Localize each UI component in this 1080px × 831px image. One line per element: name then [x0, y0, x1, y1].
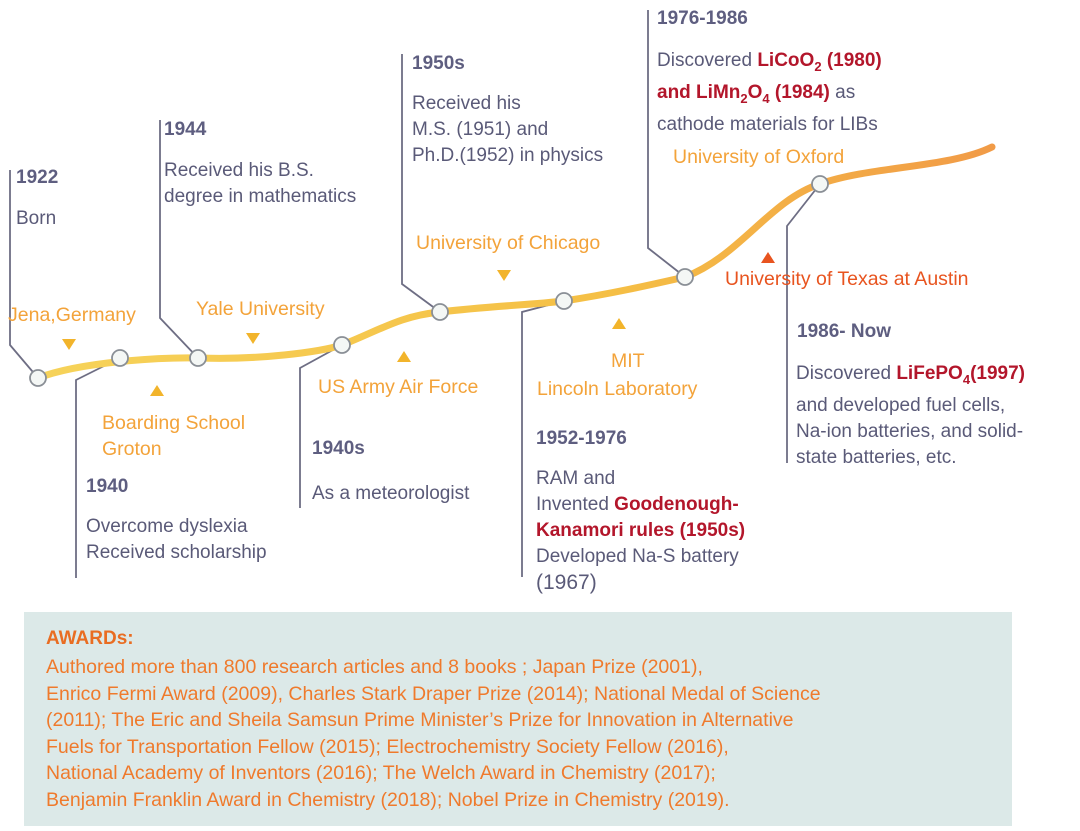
place-texas: University of Texas at Austin	[725, 268, 969, 290]
node-1944	[189, 349, 207, 367]
event-1950s-desc: Received his M.S. (1951) and Ph.D.(1952)…	[412, 93, 604, 166]
event-1940s-year: 1940s	[312, 438, 365, 459]
event-1986-now-desc: Discovered LiFePO4(1997) and developed f…	[796, 363, 1025, 468]
node-1922	[29, 369, 47, 387]
awards-line: Authored more than 800 research articles…	[46, 656, 703, 678]
event-1944-year: 1944	[164, 119, 207, 140]
event-1922-year: 1922	[16, 167, 59, 188]
node-1986-now	[811, 175, 829, 193]
timeline-graphic	[9, 10, 996, 578]
event-1976-1986-desc: Discovered LiCoO2 (1980) and LiMn2O4 (19…	[657, 50, 882, 135]
event-1952-1976-year: 1952-1976	[536, 428, 627, 449]
event-1950s-year: 1950s	[412, 53, 465, 74]
place-mit-marker	[612, 318, 626, 329]
node-1940s	[333, 336, 351, 354]
awards-line: (2011); The Eric and Sheila Samsun Prime…	[46, 709, 794, 731]
place-chicago: University of Chicago	[416, 232, 601, 254]
connector-1976-1986	[647, 10, 686, 278]
node-1952-1976	[555, 292, 573, 310]
awards-line: Fuels for Transportation Fellow (2015); …	[46, 735, 729, 758]
awards-title: AWARDs:	[46, 628, 134, 649]
event-1976-1986-year: 1976-1986	[657, 8, 748, 29]
node-1940	[111, 349, 129, 367]
awards-text: Authored more than 800 research articles…	[46, 654, 821, 813]
place-oxford: University of Oxford	[673, 146, 845, 168]
event-1922-desc: Born	[16, 208, 57, 229]
connector-1940s	[299, 344, 343, 508]
place-groton: Boarding School Groton	[102, 412, 246, 460]
place-groton-marker	[150, 385, 164, 396]
place-chicago-marker	[497, 270, 511, 281]
event-1952-1976-desc: RAM and Invented Goodenough- Kanamori ru…	[536, 468, 746, 594]
place-jena-marker	[62, 339, 76, 350]
connector-1986-now	[786, 183, 821, 463]
awards-panel: AWARDs: Authored more than 800 research …	[24, 612, 1012, 826]
node-1976-1986	[676, 268, 694, 286]
place-mit: MIT Lincoln Laboratory	[537, 350, 698, 400]
place-yale-marker	[246, 333, 260, 344]
place-jena: Jena,Germany	[8, 304, 136, 326]
place-yale: Yale University	[196, 298, 325, 320]
event-1986-now-year: 1986- Now	[797, 321, 891, 342]
connector-1922	[9, 170, 39, 379]
awards-line: Benjamin Franklin Award in Chemistry (20…	[46, 788, 730, 811]
place-texas-marker	[761, 252, 775, 263]
event-1940s-desc: As a meteorologist	[312, 483, 470, 504]
connector-1950s	[401, 54, 441, 313]
place-army-marker	[397, 351, 411, 362]
event-1944-desc: Received his B.S. degree in mathematics	[164, 160, 357, 207]
place-army: US Army Air Force	[318, 376, 479, 398]
awards-line: National Academy of Inventors (2016); Th…	[46, 762, 716, 784]
awards-line: Enrico Fermi Award (2009), Charles Stark…	[46, 682, 821, 705]
node-1950s	[431, 303, 449, 321]
event-1940-year: 1940	[86, 476, 129, 497]
event-1940-desc: Overcome dyslexia Received scholarship	[86, 516, 267, 563]
connector-1944	[159, 120, 199, 359]
